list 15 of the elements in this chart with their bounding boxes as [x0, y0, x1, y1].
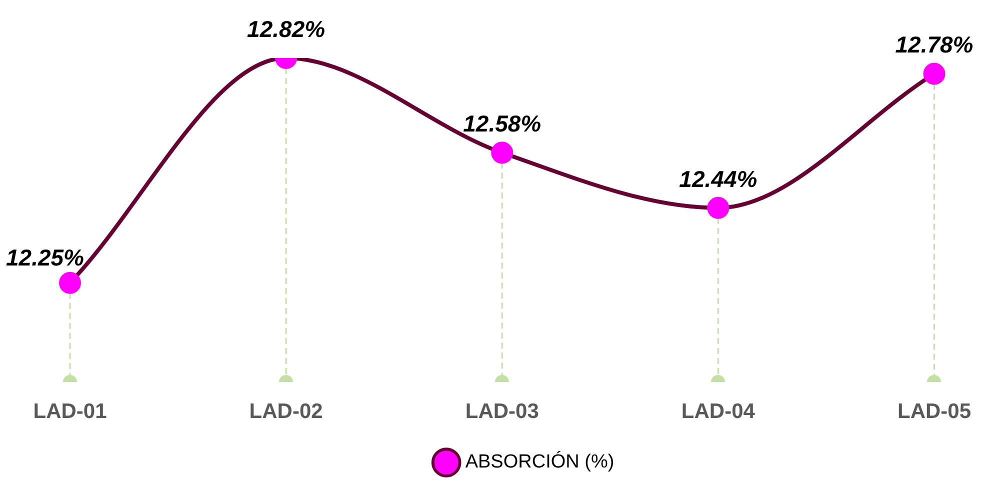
x-tick-label: LAD-01: [33, 400, 108, 424]
legend-label: ABSORCIÓN (%): [465, 450, 614, 473]
data-label: 12.58%: [463, 110, 542, 137]
point: [59, 272, 81, 294]
x-tick-label: LAD-02: [249, 400, 323, 424]
x-tick-label: LAD-04: [681, 400, 756, 424]
data-label: 12.25%: [6, 244, 84, 271]
data-label: 12.44%: [679, 166, 758, 192]
point: [491, 142, 514, 164]
point: [707, 196, 730, 219]
x-tick-label: LAD-03: [465, 400, 539, 424]
point: [923, 62, 946, 85]
data-label: 12.82%: [247, 16, 326, 42]
data-label: 12.78%: [895, 32, 974, 58]
x-tick-label: LAD-05: [897, 400, 972, 424]
